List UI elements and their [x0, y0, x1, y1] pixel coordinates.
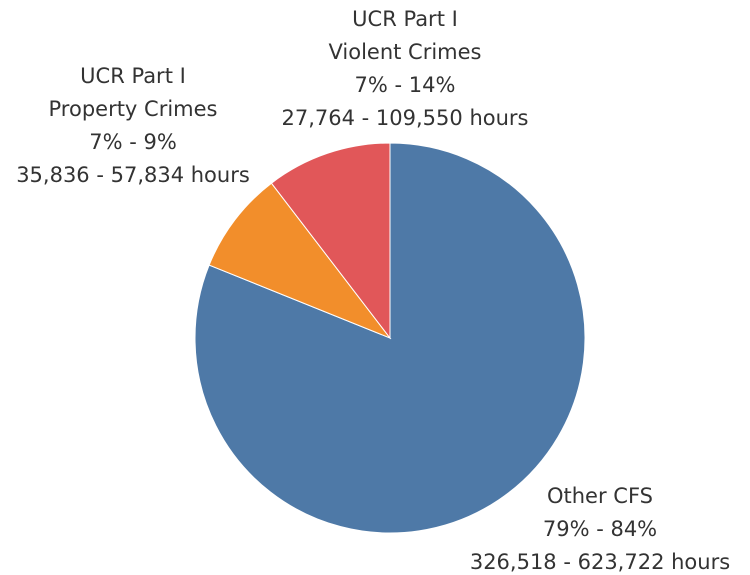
slice-label: Property Crimes — [49, 97, 218, 121]
slice-label: UCR Part I — [80, 64, 186, 88]
slice-hours: 35,836 - 57,834 hours — [16, 163, 250, 187]
slice-hours: 27,764 - 109,550 hours — [282, 106, 529, 130]
slice-percent: 7% - 14% — [355, 73, 456, 97]
slice-label: Violent Crimes — [328, 40, 481, 64]
slice-percent: 79% - 84% — [543, 517, 657, 541]
pie-slice — [270, 142, 391, 340]
slice-percent: 7% - 9% — [89, 130, 177, 154]
pie-slice — [208, 182, 392, 340]
slice-label: Other CFS — [547, 484, 653, 508]
slice-hours: 326,518 - 623,722 hours — [470, 550, 730, 574]
slice-label: UCR Part I — [352, 7, 458, 31]
